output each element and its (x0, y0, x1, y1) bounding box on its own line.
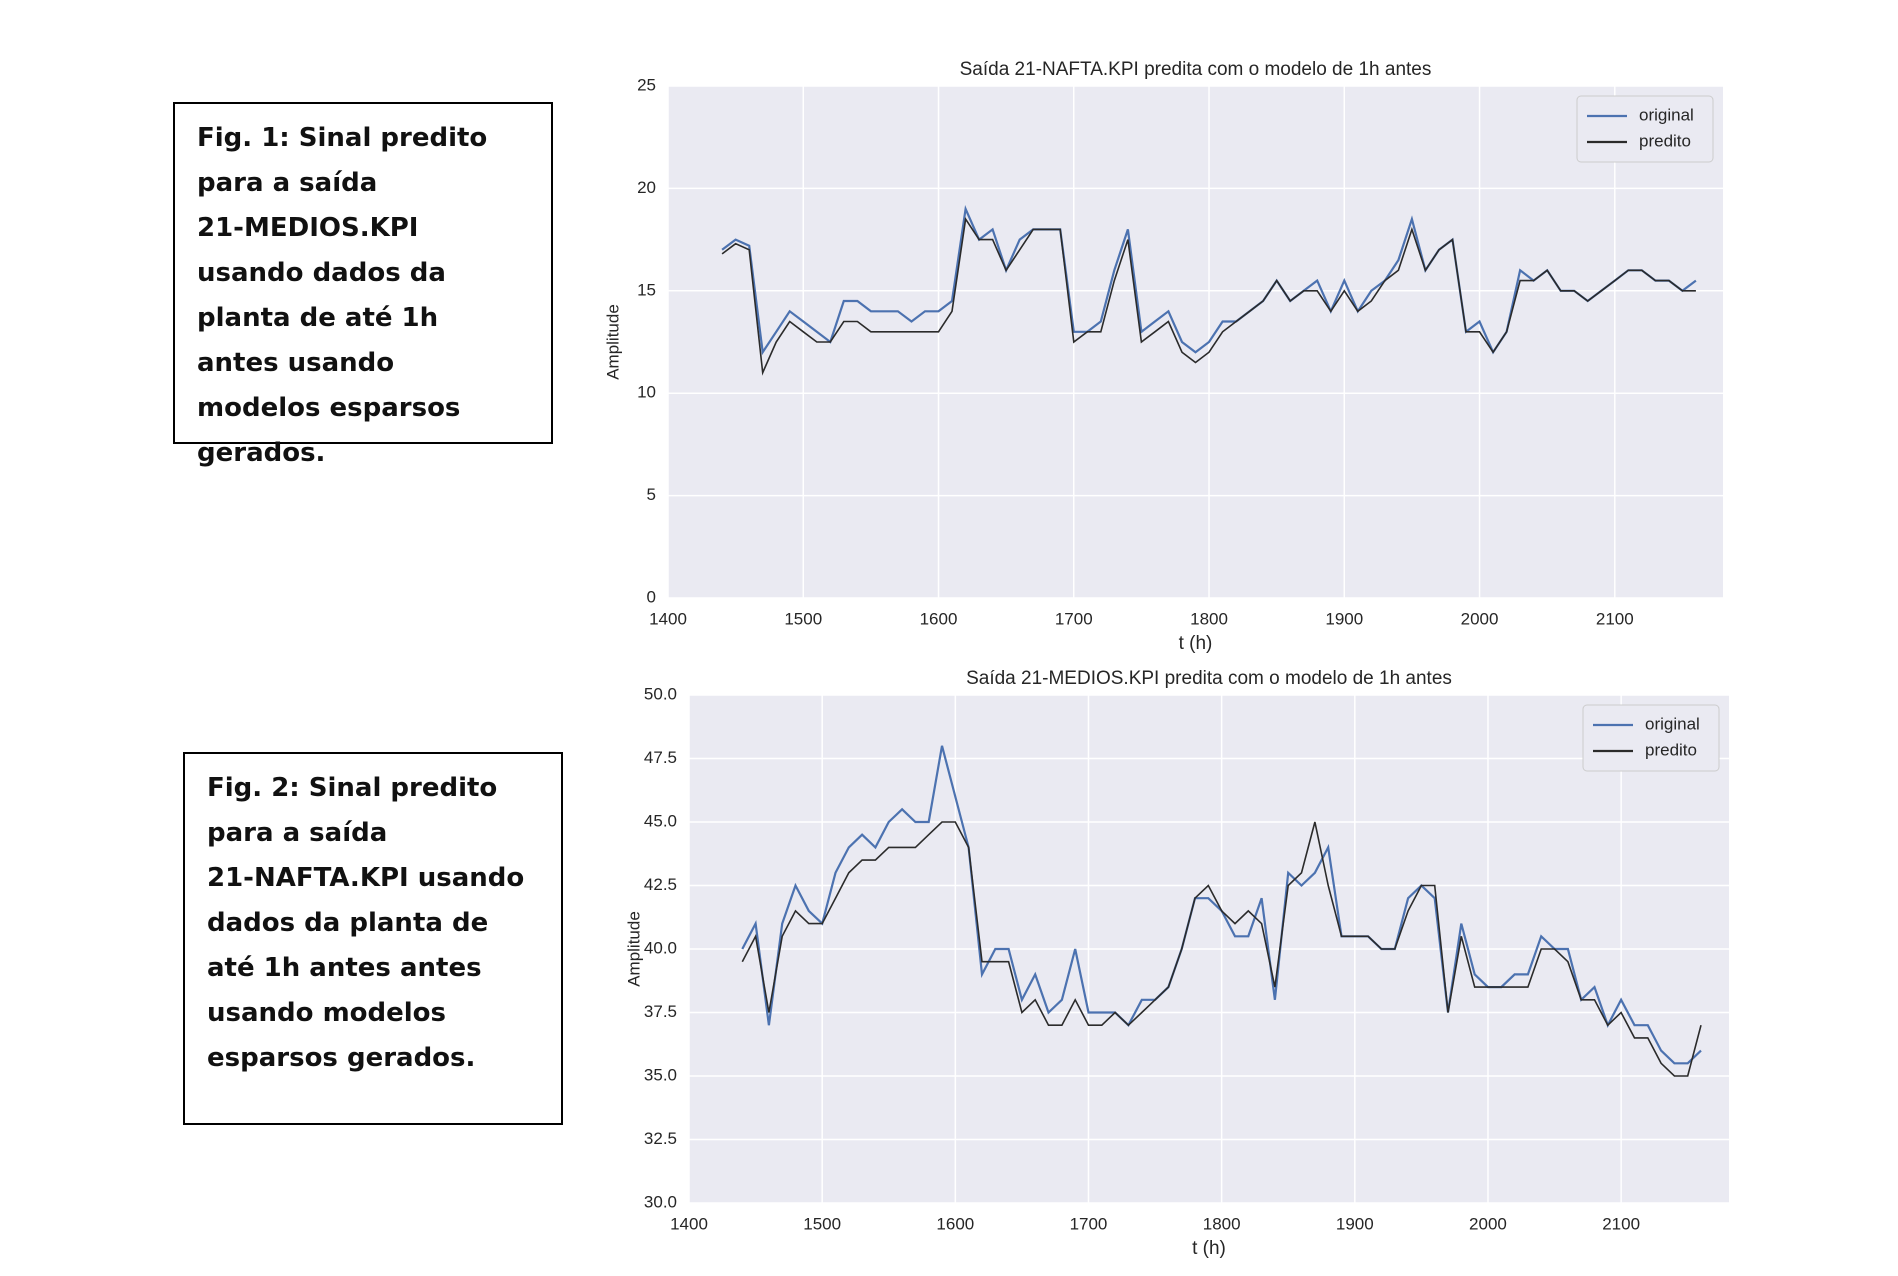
plot-area (668, 86, 1723, 598)
y-axis-label: Amplitude (603, 304, 622, 380)
x-tick-label: 2100 (1602, 1214, 1640, 1233)
x-tick-label: 1400 (670, 1214, 708, 1233)
x-tick-label: 1600 (936, 1214, 974, 1233)
x-tick-label: 2000 (1469, 1214, 1507, 1233)
caption-line: dados da planta de (207, 908, 489, 938)
y-tick-label: 35.0 (644, 1065, 677, 1084)
y-tick-label: 25 (637, 75, 656, 94)
series-line (741, 821, 1702, 1077)
y-tick-label: 45.0 (644, 811, 677, 830)
y-tick-label: 10 (637, 383, 656, 402)
caption-line: usando dados da (197, 258, 446, 288)
caption-line: Fig. 2: Sinal predito (207, 773, 498, 803)
legend-label: predito (1639, 131, 1691, 150)
caption-line: antes usando (197, 348, 395, 378)
caption-line: usando modelos (207, 998, 447, 1028)
caption-line: para a saída (207, 818, 388, 848)
chart-title: Saída 21-MEDIOS.KPI predita com o modelo… (966, 668, 1452, 689)
caption-line: planta de até 1h (197, 303, 439, 333)
y-tick-label: 20 (637, 178, 656, 197)
legend-label: original (1645, 714, 1700, 733)
x-tick-label: 1800 (1203, 1214, 1241, 1233)
x-tick-label: 1600 (920, 609, 958, 628)
caption-line: para a saída (197, 168, 378, 198)
caption-line: 21-NAFTA.KPI usando (207, 863, 525, 893)
x-axis-label: t (h) (1192, 1238, 1226, 1259)
x-tick-label: 2000 (1461, 609, 1499, 628)
y-tick-label: 40.0 (644, 938, 677, 957)
y-tick-label: 42.5 (644, 875, 677, 894)
x-tick-label: 1400 (649, 609, 687, 628)
legend-box (1582, 704, 1720, 772)
caption-line: 21-MEDIOS.KPI (197, 213, 419, 243)
caption-line: modelos esparsos (197, 393, 461, 423)
caption-box: Fig. 1: Sinal predito para a saída 21-MEDI… (173, 102, 553, 468)
y-tick-label: 50.0 (644, 684, 677, 703)
y-tick-label: 5 (647, 485, 656, 504)
x-axis-label: t (h) (1179, 633, 1213, 654)
caption-line: gerados. (197, 438, 326, 468)
x-tick-label: 2100 (1596, 609, 1634, 628)
caption-line: Fig. 1: Sinal predito (197, 123, 488, 153)
y-tick-label: 37.5 (644, 1002, 677, 1021)
series-line (721, 216, 1696, 376)
legend-box (1576, 95, 1714, 163)
legend-label: original (1639, 105, 1694, 124)
y-tick-label: 0 (647, 587, 656, 606)
y-tick-label: 47.5 (644, 748, 677, 767)
x-tick-label: 1800 (1190, 609, 1228, 628)
y-tick-label: 32.5 (644, 1129, 677, 1148)
x-tick-label: 1900 (1336, 1214, 1374, 1233)
y-axis-label: Amplitude (624, 911, 643, 987)
y-tick-label: 30.0 (644, 1192, 677, 1211)
x-tick-label: 1500 (803, 1214, 841, 1233)
chart-title: Saída 21-NAFTA.KPI predita com o modelo … (960, 59, 1432, 80)
x-tick-label: 1700 (1055, 609, 1093, 628)
caption-box: Fig. 2: Sinal predito para a saída 21-NAFT… (183, 752, 563, 1125)
legend-label: predito (1645, 740, 1697, 759)
x-tick-label: 1900 (1325, 609, 1363, 628)
caption-line: até 1h antes antes (207, 953, 482, 983)
x-tick-label: 1500 (784, 609, 822, 628)
y-tick-label: 15 (637, 280, 656, 299)
caption-line: esparsos gerados. (207, 1043, 476, 1073)
x-tick-label: 1700 (1070, 1214, 1108, 1233)
